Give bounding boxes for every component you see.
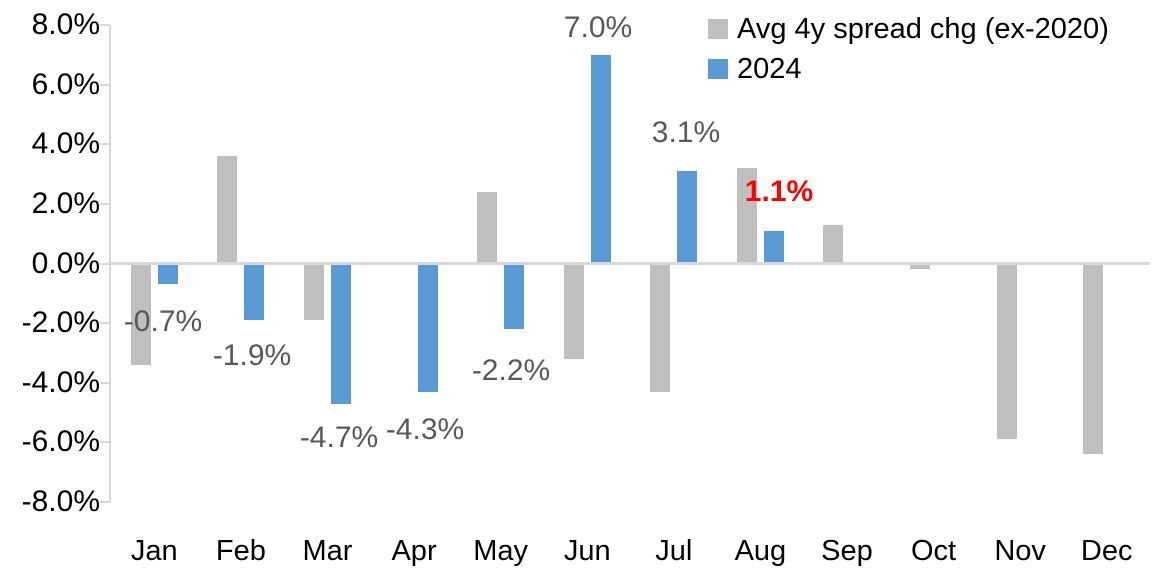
bar-2024-aug	[763, 230, 784, 264]
y-axis-label: -4.0%	[21, 365, 100, 399]
x-axis-label-may: May	[473, 535, 529, 567]
x-axis-label-feb: Feb	[215, 535, 266, 567]
y-axis-label: 4.0%	[31, 127, 100, 161]
bar-avg-oct	[910, 263, 931, 270]
legend-swatch-icon	[708, 59, 728, 79]
y-axis-tick	[100, 322, 110, 325]
legend-item: Avg 4y spread chg (ex-2020)	[708, 9, 1109, 49]
legend-item: 2024	[708, 49, 1109, 89]
y-axis-label: 6.0%	[31, 67, 100, 101]
value-label: -0.7%	[123, 305, 203, 338]
legend-label: 2024	[737, 53, 802, 85]
y-axis-tick	[100, 381, 110, 384]
bar-avg-jul	[650, 263, 671, 392]
bar-avg-sep	[823, 224, 844, 264]
y-axis-tick	[100, 143, 110, 146]
value-label: -2.2%	[471, 354, 551, 387]
x-axis-label-oct: Oct	[910, 535, 957, 567]
value-label: 7.0%	[563, 11, 633, 44]
bar-avg-jan	[130, 263, 151, 365]
bar-2024-feb	[244, 263, 265, 321]
x-axis-label-aug: Aug	[734, 535, 787, 567]
x-axis-label-jun: Jun	[563, 535, 611, 567]
x-axis-label-nov: Nov	[994, 535, 1046, 567]
bar-2024-jan	[157, 263, 178, 285]
x-axis-label-apr: Apr	[391, 535, 437, 567]
bar-2024-jul	[677, 171, 698, 264]
value-label: -4.7%	[299, 421, 379, 454]
x-axis-label-jul: Jul	[655, 535, 693, 567]
legend-label: Avg 4y spread chg (ex-2020)	[737, 13, 1109, 45]
y-axis-tick	[100, 202, 110, 205]
bar-avg-aug	[736, 168, 757, 264]
value-label: 3.1%	[651, 116, 721, 149]
bar-avg-may	[477, 192, 498, 264]
x-axis-label-jan: Jan	[130, 535, 178, 567]
bar-avg-dec	[1083, 263, 1104, 455]
legend-swatch-icon	[708, 19, 728, 39]
x-axis-label-mar: Mar	[302, 535, 353, 567]
y-axis-label: -2.0%	[21, 306, 100, 340]
y-axis-label: 2.0%	[31, 186, 100, 220]
y-axis-tick	[100, 83, 110, 86]
value-label: -4.3%	[385, 413, 465, 446]
y-axis-tick	[100, 262, 110, 265]
bar-2024-apr	[417, 263, 438, 392]
bar-2024-jun	[590, 54, 611, 264]
bar-2024-may	[504, 263, 525, 330]
value-label: 1.1%	[744, 175, 814, 208]
y-axis-tick	[100, 500, 110, 503]
legend: Avg 4y spread chg (ex-2020) 2024	[708, 9, 1109, 89]
x-axis-line	[109, 262, 1150, 265]
y-axis-label: 0.0%	[31, 246, 100, 280]
bar-avg-mar	[303, 263, 324, 321]
y-axis-tick	[100, 441, 110, 444]
y-axis-tick	[100, 24, 110, 27]
x-axis-label-sep: Sep	[821, 535, 873, 567]
bar-2024-mar	[330, 263, 351, 404]
y-axis-label: -8.0%	[21, 484, 100, 518]
value-label: -1.9%	[212, 339, 292, 372]
bar-avg-nov	[996, 263, 1017, 440]
y-axis-label: -6.0%	[21, 425, 100, 459]
bar-avg-jun	[563, 263, 584, 359]
x-axis-label-dec: Dec	[1080, 535, 1133, 567]
bar-avg-feb	[217, 156, 238, 264]
y-axis-label: 8.0%	[31, 8, 100, 42]
